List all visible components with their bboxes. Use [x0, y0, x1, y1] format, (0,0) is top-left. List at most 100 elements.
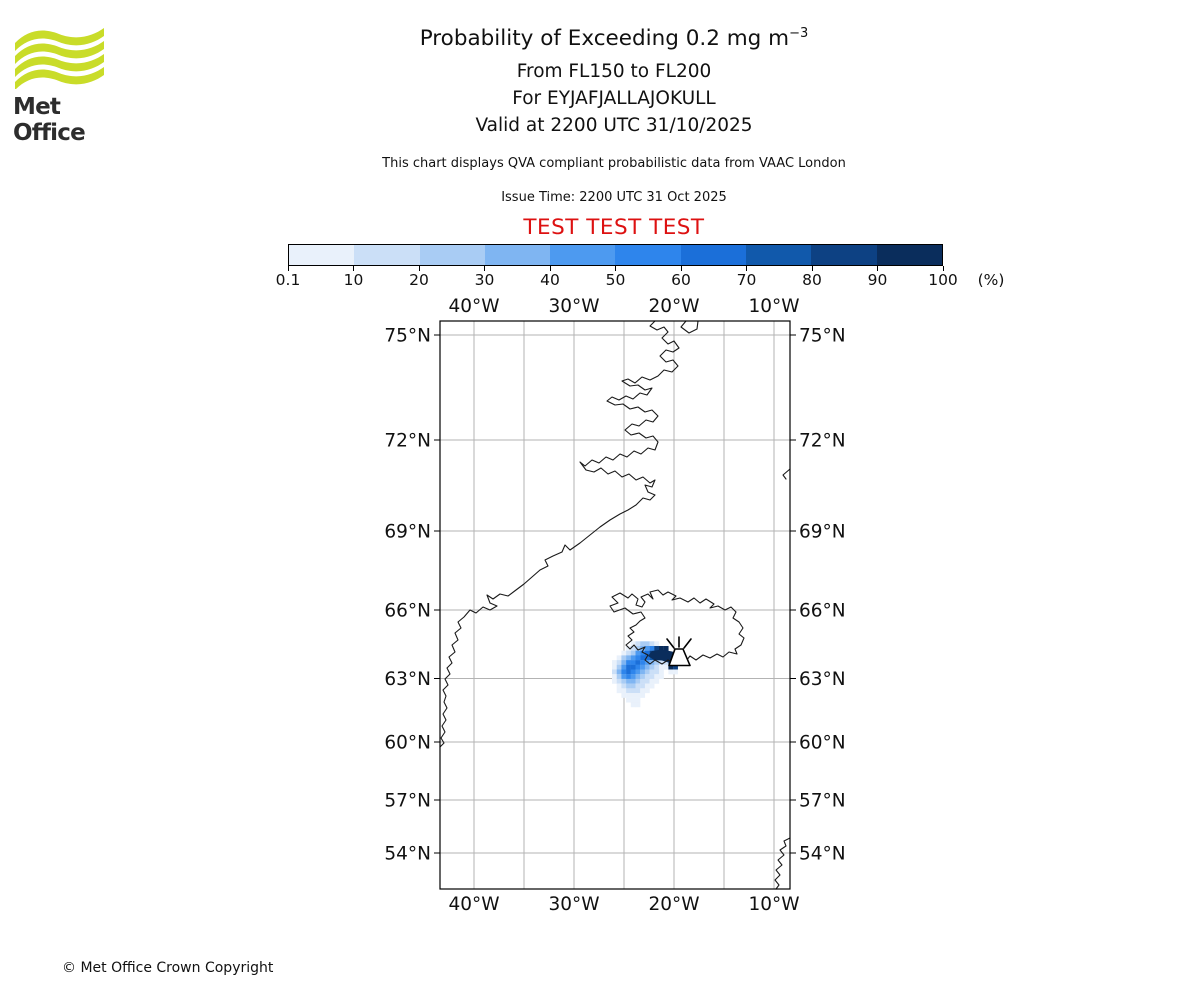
colorbar-tick-label: 20: [409, 271, 429, 289]
plume-cell: [663, 646, 669, 651]
plume-cell: [640, 688, 646, 694]
lat-tick-label-right: 69°N: [799, 522, 846, 543]
colorbar-tick-label: 30: [474, 271, 495, 289]
plume-cell: [616, 669, 622, 675]
plume-cell: [626, 646, 631, 651]
plume-cell: [659, 664, 664, 670]
plume-cell: [663, 664, 669, 670]
colorbar-tick-label: 50: [605, 271, 626, 289]
plume-cell: [654, 678, 660, 684]
plume-cell: [668, 669, 674, 675]
plume-cell: [621, 674, 627, 680]
chart-title-exponent: −3: [789, 26, 809, 41]
plume-cell: [630, 641, 636, 647]
plume-cell: [626, 693, 631, 698]
plume-cell: [649, 646, 655, 651]
plume-cell: [635, 674, 641, 680]
lat-tick-label-left: 57°N: [384, 791, 431, 812]
plume-cell: [659, 646, 664, 651]
lat-tick-label-left: 60°N: [384, 733, 431, 754]
plume-cell: [621, 660, 627, 665]
issue-time: Issue Time: 2200 UTC 31 Oct 2025: [501, 190, 727, 206]
plume-cell: [635, 650, 641, 656]
plume-cell: [654, 641, 660, 647]
coastline-greenland: [439, 320, 680, 748]
plume-cell: [644, 646, 650, 651]
lat-tick-label-right: 63°N: [799, 669, 846, 690]
lat-tick-label-left: 66°N: [384, 601, 431, 622]
lat-tick-label-left: 54°N: [384, 844, 431, 865]
plume-cell: [630, 697, 636, 703]
lat-tick-label-right: 72°N: [799, 431, 846, 452]
plume-cell: [626, 660, 631, 665]
colorbar-tickmark: [811, 266, 813, 271]
plume-cell: [626, 655, 631, 661]
plume-cell: [659, 674, 664, 680]
colorbar-tickmark: [418, 266, 420, 271]
lat-tick-label-right: 54°N: [799, 844, 846, 865]
plume-cell: [659, 660, 664, 665]
plume-cell: [673, 664, 678, 670]
colorbar-tickmark: [287, 266, 289, 271]
plume-cell: [640, 693, 646, 698]
colorbar-tick-label: 70: [736, 271, 757, 289]
plume-cell: [640, 674, 646, 680]
plume-cell: [635, 660, 641, 665]
lon-tick-label-bottom: 30°W: [548, 894, 599, 915]
lat-tick-label-right: 66°N: [799, 601, 846, 622]
colorbar-tickmark: [942, 266, 944, 271]
plume-cell: [621, 650, 627, 656]
plume-cell: [626, 664, 631, 670]
plume-cell: [640, 664, 646, 670]
plume-cell: [612, 674, 617, 680]
subtitle-valid-time: Valid at 2200 UTC 31/10/2025: [475, 115, 753, 137]
plume-cell: [644, 655, 650, 661]
colorbar-tickmark: [549, 266, 551, 271]
met-office-logo: Met Office: [13, 27, 133, 146]
plume-cell: [649, 678, 655, 684]
plume-cell: [640, 683, 646, 689]
plume-cell: [635, 669, 641, 675]
colorbar-tick-label: 90: [867, 271, 888, 289]
colorbar-segment: [746, 245, 812, 265]
plume-cell: [621, 669, 627, 675]
volcano-marker-rays: [666, 636, 692, 649]
plume-cell: [640, 660, 646, 665]
plume-cell: [626, 674, 631, 680]
map: 40°W40°W30°W30°W20°W20°W10°W10°W75°N 75°N…: [384, 296, 846, 915]
plume-cell: [654, 660, 660, 665]
plume-cell: [644, 664, 650, 670]
plume-cell: [659, 669, 664, 675]
lon-tick-label-bottom: 10°W: [748, 894, 799, 915]
colorbar-tick-label: 10: [343, 271, 364, 289]
plume-cell: [640, 650, 646, 656]
lon-tick-label-top: 40°W: [448, 296, 499, 317]
colorbar: 0.1 10 20 30 40 50 60 70 80 90 100 (%): [276, 244, 1048, 289]
plume-cell: [635, 641, 641, 647]
plume-cell: [630, 702, 636, 708]
colorbar-tick-label: 0.1: [275, 271, 301, 289]
plume-cell: [630, 655, 636, 661]
plume-cell: [644, 683, 650, 689]
plume-cell: [640, 678, 646, 684]
plume-cell: [626, 678, 631, 684]
plume-cell: [635, 697, 641, 703]
colorbar-tick-label: 80: [802, 271, 822, 289]
plume-cell: [612, 669, 617, 675]
plume-cell: [644, 678, 650, 684]
coastline-greenland-island: [680, 320, 699, 334]
plume-cell: [616, 674, 622, 680]
subtitle-flight-levels: From FL150 to FL200: [516, 61, 712, 83]
plume-cell: [621, 688, 627, 694]
colorbar-tickmark: [746, 266, 747, 271]
coastline-iceland: [609, 589, 745, 665]
plume-cell: [630, 650, 636, 656]
plume-cell: [630, 678, 636, 684]
plume-cell: [630, 674, 636, 680]
plume-cell: [649, 641, 655, 647]
chart-title-text: Probability of Exceeding 0.2 mg m: [419, 26, 790, 52]
lat-tick-label-left: 75°N: [384, 326, 431, 347]
plume-cell: [621, 683, 627, 689]
colorbar-segment: [615, 245, 681, 265]
plume-cell: [626, 669, 631, 675]
